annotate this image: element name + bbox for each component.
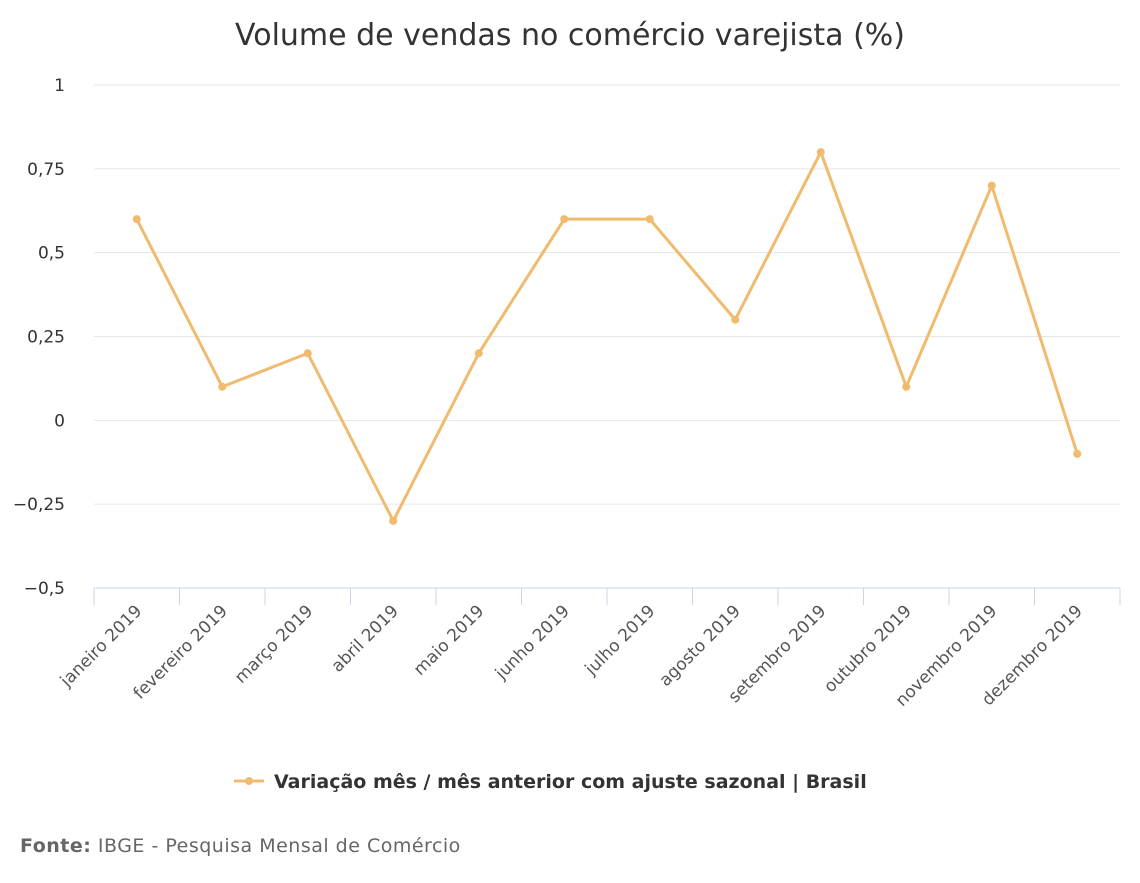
data-point[interactable]: [731, 315, 740, 324]
line-chart: Volume de vendas no comércio varejista (…: [13, 18, 1121, 793]
data-point[interactable]: [987, 181, 996, 190]
x-tick-label: outubro 2019: [820, 601, 916, 697]
x-tick-label: maio 2019: [410, 601, 488, 679]
source-text: IBGE - Pesquisa Mensal de Comércio: [91, 835, 461, 857]
y-tick-label: 0,5: [38, 244, 65, 264]
data-point[interactable]: [560, 215, 569, 224]
y-tick-label: 0,75: [27, 160, 65, 180]
y-tick-label: 0,25: [27, 328, 65, 348]
legend-label[interactable]: Variação mês / mês anterior com ajuste s…: [274, 771, 867, 793]
data-point[interactable]: [303, 349, 312, 358]
x-tick-label: março 2019: [231, 601, 317, 687]
legend[interactable]: Variação mês / mês anterior com ajuste s…: [234, 771, 867, 793]
data-point[interactable]: [816, 148, 825, 157]
x-tick-label: abril 2019: [328, 601, 403, 676]
x-tick-label: junho 2019: [491, 601, 574, 684]
y-tick-label: 0: [54, 411, 65, 431]
source-label: Fonte:: [20, 835, 92, 857]
y-tick-label: −0,25: [13, 495, 65, 515]
data-point[interactable]: [218, 382, 227, 391]
x-tick-label: janeiro 2019: [56, 601, 146, 691]
x-tick-label: julho 2019: [581, 601, 660, 680]
data-point[interactable]: [132, 215, 141, 224]
x-tick-label: agosto 2019: [656, 601, 745, 690]
chart-title: Volume de vendas no comércio varejista (…: [235, 18, 905, 53]
series-line: [135, 150, 1079, 523]
data-point[interactable]: [902, 382, 911, 391]
data-point[interactable]: [474, 349, 483, 358]
legend-marker-icon: [245, 777, 253, 785]
data-point[interactable]: [389, 516, 398, 525]
source-note: Fonte: IBGE - Pesquisa Mensal de Comérci…: [20, 835, 461, 857]
y-tick-label: 1: [54, 76, 65, 96]
data-point[interactable]: [1073, 449, 1082, 458]
y-tick-label: −0,5: [24, 579, 65, 599]
data-point[interactable]: [645, 215, 654, 224]
